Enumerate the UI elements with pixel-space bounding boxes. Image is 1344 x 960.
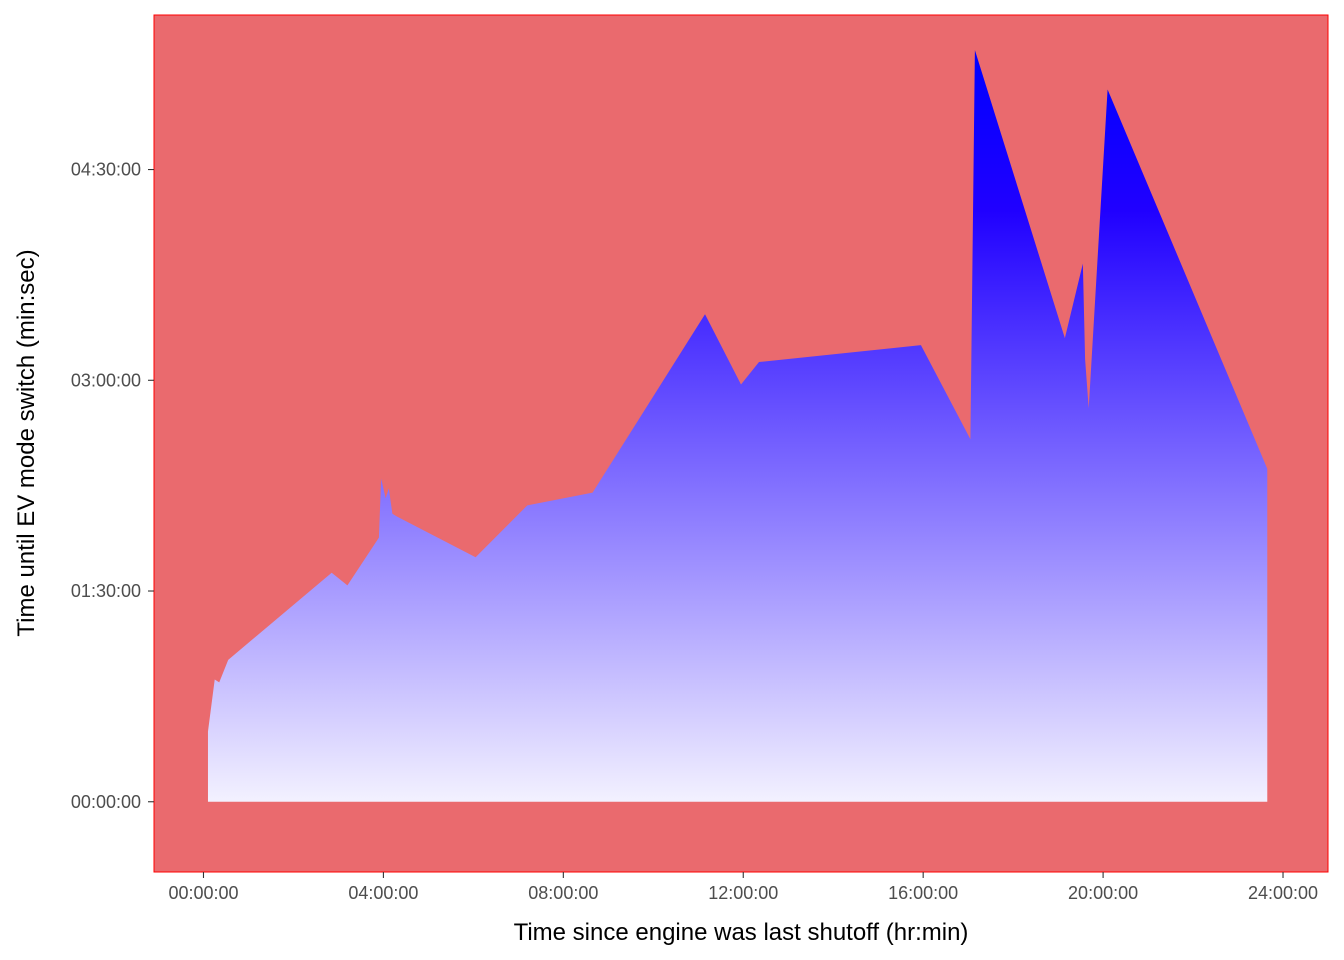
y-axis: 00:00:00 01:30:00 03:00:00 04:30:00 xyxy=(71,160,154,812)
x-tick-label: 24:00:00 xyxy=(1248,883,1318,903)
x-axis-title: Time since engine was last shutoff (hr:m… xyxy=(514,919,969,946)
x-tick-label: 04:00:00 xyxy=(348,883,418,903)
y-tick-label: 03:00:00 xyxy=(71,370,141,390)
x-axis: 00:00:00 04:00:00 08:00:00 12:00:00 16:00:00… xyxy=(168,872,1318,903)
y-axis-title: Time until EV mode switch (min:sec) xyxy=(13,249,40,636)
series-area xyxy=(207,50,1268,802)
x-tick-label: 12:00:00 xyxy=(708,883,778,903)
x-tick-label: 20:00:00 xyxy=(1068,883,1138,903)
x-tick-label: 08:00:00 xyxy=(528,883,598,903)
y-tick-label: 01:30:00 xyxy=(71,581,141,601)
y-tick-label: 04:30:00 xyxy=(71,160,141,180)
x-tick-label: 00:00:00 xyxy=(168,883,238,903)
x-tick-label: 16:00:00 xyxy=(888,883,958,903)
y-tick-label: 00:00:00 xyxy=(71,792,141,812)
